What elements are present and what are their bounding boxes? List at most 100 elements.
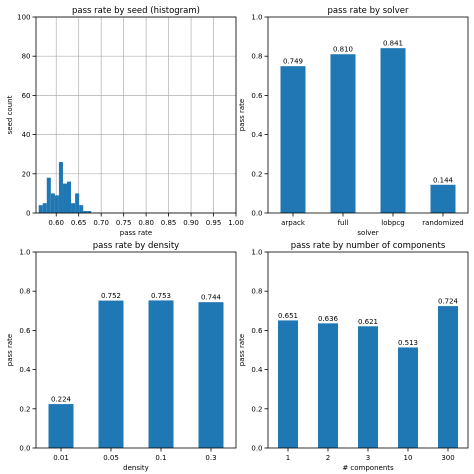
x-axis-label: # components [342, 464, 394, 472]
bar-value-label: 0.636 [318, 315, 339, 323]
x-tick-label: arpack [281, 219, 306, 227]
histogram-bin [71, 203, 76, 213]
subplot-2 [264, 16, 469, 217]
histogram-bin [38, 205, 43, 213]
bar-value-label: 0.753 [151, 292, 171, 300]
x-tick-label: 1.00 [228, 219, 244, 227]
subplot-4 [264, 251, 469, 452]
x-tick-label: 0.95 [206, 219, 222, 227]
y-tick-label: 60 [22, 92, 31, 100]
histogram-bin [67, 181, 72, 213]
bar-value-label: 0.810 [333, 46, 353, 54]
y-tick-label: 0.2 [251, 405, 262, 413]
x-tick-label: 0.75 [116, 219, 132, 227]
histogram-bin [50, 193, 55, 213]
y-tick-label: 0.6 [251, 327, 263, 335]
y-tick-label: 0.4 [19, 366, 31, 374]
y-tick-label: 80 [22, 53, 31, 61]
axes-frame [35, 251, 237, 449]
chart-title: pass rate by seed (histogram) [72, 6, 200, 16]
bar [98, 300, 124, 448]
chart-title: pass rate by solver [327, 6, 409, 16]
y-tick-label: 1.0 [19, 249, 30, 257]
bar [318, 323, 338, 448]
bar [278, 320, 298, 448]
axes-frame [35, 16, 237, 214]
bar-value-label: 0.841 [383, 40, 403, 48]
y-tick-label: 0.0 [251, 210, 262, 218]
x-axis-label: solver [357, 229, 378, 237]
y-tick-label: 0.2 [19, 405, 30, 413]
bar-value-label: 0.144 [433, 176, 454, 184]
x-tick-label: lobpcg [381, 219, 404, 227]
x-tick-label: 3 [366, 454, 370, 462]
axes-frame [267, 16, 469, 214]
y-tick-label: 0.2 [251, 170, 262, 178]
x-tick-label: 0.85 [161, 219, 177, 227]
bar [198, 302, 224, 448]
bar-value-label: 0.724 [438, 298, 459, 306]
histogram-bin [62, 183, 68, 213]
x-tick-label: 1 [286, 454, 290, 462]
x-tick-label: randomized [422, 219, 464, 227]
bar-value-label: 0.749 [283, 58, 303, 66]
x-axis-label: density [123, 464, 149, 472]
y-tick-label: 0.4 [251, 131, 263, 139]
chart-title: pass rate by number of components [291, 241, 446, 251]
y-tick-label: 0.4 [251, 366, 263, 374]
histogram-bin [87, 211, 92, 213]
y-tick-label: 40 [22, 131, 31, 139]
y-axis-label: seed count [6, 95, 14, 134]
x-tick-label: 0.60 [48, 219, 64, 227]
subplot-3 [32, 251, 237, 452]
x-tick-label: 0.01 [53, 454, 69, 462]
y-tick-label: 20 [22, 170, 31, 178]
x-tick-label: 0.1 [155, 454, 166, 462]
histogram-bin [79, 205, 84, 213]
subplot-1 [32, 16, 237, 217]
histogram-bin [75, 193, 80, 213]
bar [438, 306, 458, 448]
bar-value-label: 0.752 [101, 292, 121, 300]
y-tick-label: 0.6 [251, 92, 263, 100]
bar [330, 54, 356, 213]
bar-value-label: 0.621 [358, 318, 378, 326]
bar [430, 184, 456, 213]
y-tick-label: 0.8 [251, 53, 262, 61]
bar [148, 300, 174, 448]
x-tick-label: 2 [326, 454, 330, 462]
bar-value-label: 0.744 [201, 294, 222, 302]
histogram-bin [83, 211, 88, 213]
bar-value-label: 0.224 [51, 396, 72, 404]
bar-value-label: 0.513 [398, 339, 418, 347]
y-tick-label: 0.6 [19, 327, 31, 335]
y-tick-label: 0.0 [19, 445, 30, 453]
histogram-bin [46, 177, 51, 213]
x-tick-label: 10 [404, 454, 413, 462]
y-tick-label: 0.8 [251, 288, 262, 296]
bar [380, 48, 406, 213]
y-tick-label: 0.0 [251, 445, 262, 453]
bar-value-label: 0.651 [278, 312, 298, 320]
x-tick-label: 0.05 [103, 454, 119, 462]
x-tick-label: full [338, 219, 349, 227]
x-tick-label: 0.65 [71, 219, 87, 227]
y-tick-label: 1.0 [251, 249, 262, 257]
y-tick-label: 0 [26, 210, 30, 218]
bar [280, 66, 306, 213]
y-axis-label: pass rate [6, 334, 14, 366]
axes-frame [267, 251, 469, 449]
bar [48, 404, 74, 448]
chart-title: pass rate by density [93, 241, 179, 251]
x-tick-label: 0.90 [183, 219, 199, 227]
bar [358, 326, 378, 448]
y-axis-label: pass rate [238, 99, 246, 131]
x-tick-label: 0.80 [138, 219, 154, 227]
x-tick-label: 0.3 [205, 454, 216, 462]
x-tick-label: 0.70 [93, 219, 109, 227]
y-tick-label: 100 [17, 14, 30, 22]
bar [398, 347, 418, 448]
x-tick-label: 300 [441, 454, 454, 462]
x-axis-label: pass rate [120, 229, 152, 237]
